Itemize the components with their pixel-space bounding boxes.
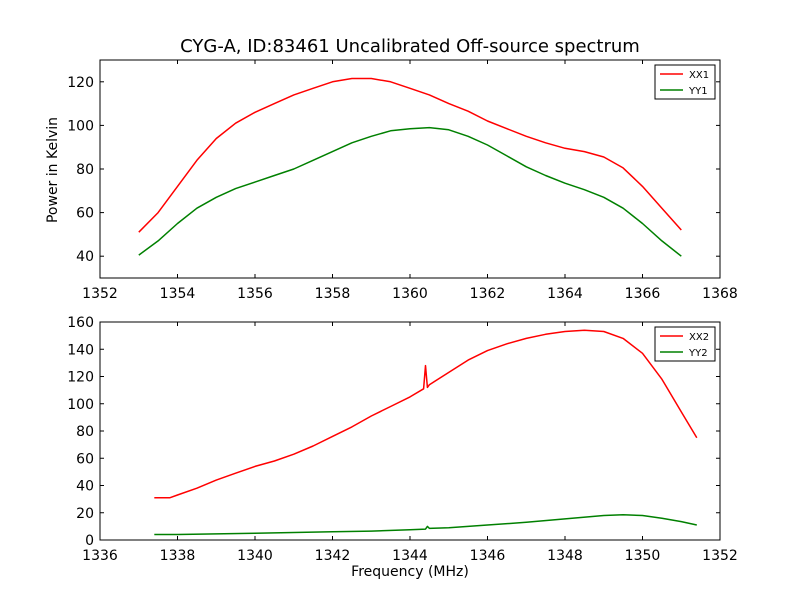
y-axis-label-top: Power in Kelvin xyxy=(45,117,61,223)
y-tick-label: 140 xyxy=(67,342,94,358)
x-tick-label: 1352 xyxy=(82,286,118,302)
x-tick-label: 1350 xyxy=(625,548,661,564)
plot-frame-1 xyxy=(99,59,721,279)
y-tick-label: 60 xyxy=(76,451,94,467)
y-tick-label: 100 xyxy=(67,118,94,134)
chart-title: CYG-A, ID:83461 Uncalibrated Off-source … xyxy=(180,36,640,57)
plot-frame-2 xyxy=(99,321,721,541)
series-line-yy2 xyxy=(154,514,697,536)
y-tick-label: 60 xyxy=(76,206,94,222)
y-tick-label: 40 xyxy=(76,249,94,265)
y-tick-label: 160 xyxy=(67,315,94,331)
x-tick-label: 1358 xyxy=(315,286,351,302)
y-tick-label: 100 xyxy=(67,397,94,413)
y-tick-label: 80 xyxy=(76,162,94,178)
legend-box-1 xyxy=(654,64,716,100)
y-tick-label: 0 xyxy=(85,533,94,549)
x-tick-label: 1364 xyxy=(547,286,583,302)
x-tick-label: 1352 xyxy=(702,548,738,564)
series-line-yy1 xyxy=(138,126,682,257)
x-tick-label: 1366 xyxy=(625,286,661,302)
series-line-xx1 xyxy=(138,77,682,233)
legend-label-xx1: XX1 xyxy=(689,70,709,81)
x-tick-label: 1336 xyxy=(82,548,118,564)
x-axis-label-bottom: Frequency (MHz) xyxy=(351,564,469,580)
x-tick-label: 1344 xyxy=(392,548,428,564)
x-tick-label: 1340 xyxy=(237,548,273,564)
y-tick-label: 80 xyxy=(76,424,94,440)
legend-label-yy2: YY2 xyxy=(688,348,708,359)
x-tick-label: 1342 xyxy=(315,548,351,564)
x-tick-label: 1354 xyxy=(160,286,196,302)
x-tick-label: 1368 xyxy=(702,286,738,302)
y-tick-label: 40 xyxy=(76,479,94,495)
series-line-xx2 xyxy=(154,329,698,499)
x-tick-label: 1348 xyxy=(547,548,583,564)
x-tick-label: 1356 xyxy=(237,286,273,302)
x-tick-label: 1338 xyxy=(160,548,196,564)
x-tick-label: 1362 xyxy=(470,286,506,302)
legend-label-yy1: YY1 xyxy=(688,86,708,97)
x-tick-label: 1360 xyxy=(392,286,428,302)
legend-label-xx2: XX2 xyxy=(689,332,709,343)
y-tick-label: 120 xyxy=(67,370,94,386)
legend-box-2 xyxy=(654,326,716,362)
x-tick-label: 1346 xyxy=(470,548,506,564)
y-tick-label: 120 xyxy=(67,75,94,91)
y-tick-label: 20 xyxy=(76,506,94,522)
